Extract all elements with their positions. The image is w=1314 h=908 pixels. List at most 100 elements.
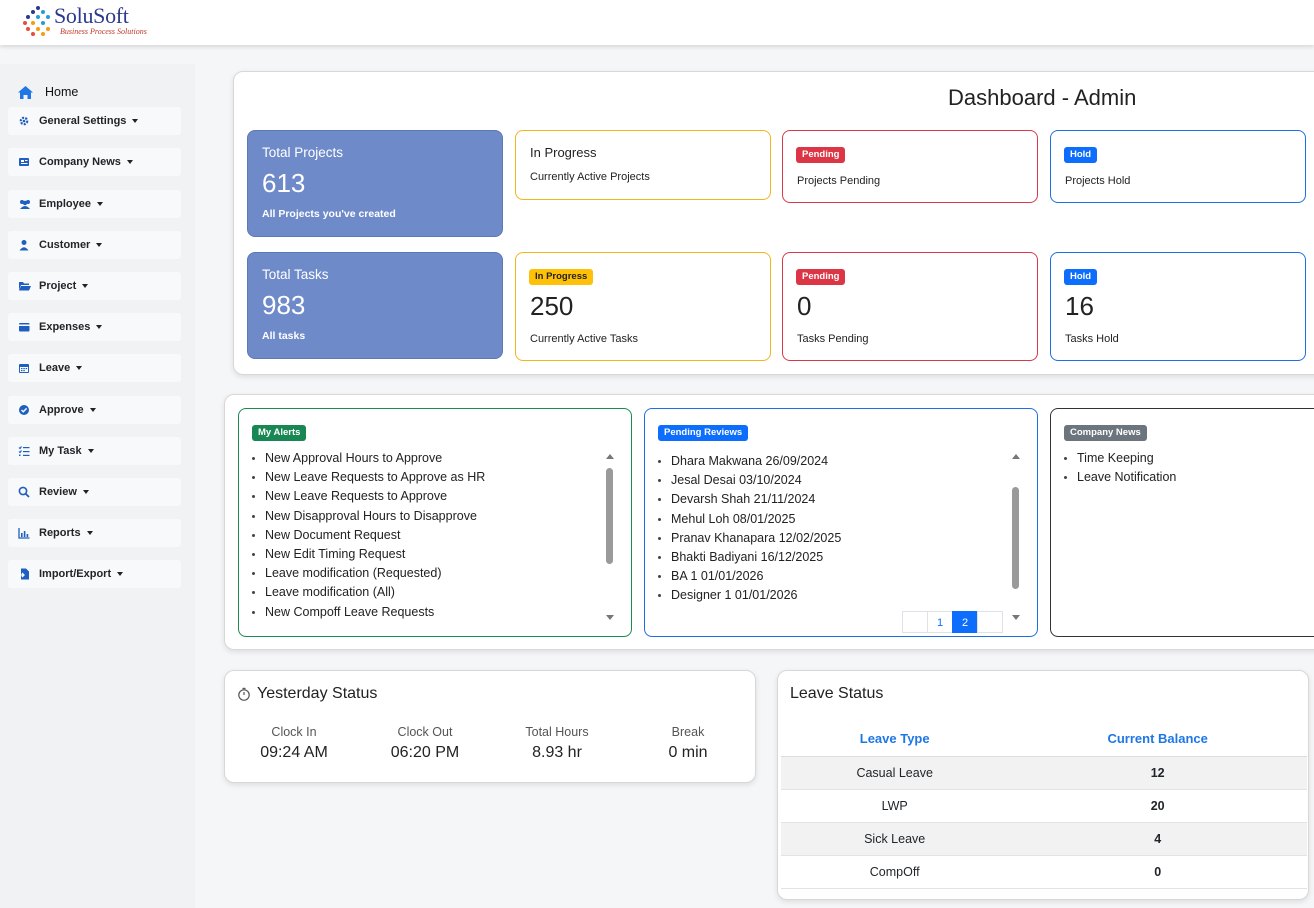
brand-name: SoluSoft — [54, 3, 129, 28]
pending-reviews-badge: Pending Reviews — [658, 425, 749, 441]
caret-down-icon — [117, 572, 124, 576]
total-tasks-label: Total Tasks — [262, 267, 329, 282]
list-item[interactable]: Pranav Khanapara 12/02/2025 — [657, 529, 841, 548]
list-item[interactable]: New Leave Requests to Approve — [251, 487, 485, 506]
tasks-pending-card[interactable]: Pending 0 Tasks Pending — [782, 252, 1038, 361]
solusoft-logo[interactable]: SoluSoft Business Process Solutions — [22, 4, 147, 38]
page-title: Dashboard - Admin — [948, 85, 1137, 110]
tasks-in-progress-card[interactable]: In Progress 250 Currently Active Tasks — [515, 252, 771, 361]
my-alerts-badge: My Alerts — [252, 425, 307, 441]
caret-down-icon — [96, 243, 103, 247]
total-hours-label: Total Hours — [525, 725, 589, 739]
list-item[interactable]: Mehul Loh 08/01/2025 — [657, 510, 841, 529]
total-tasks-card[interactable]: Total Tasks 983 All tasks — [247, 252, 503, 359]
sidebar-item-reports[interactable]: Reports — [8, 519, 181, 547]
sidebar: Home General Settings Company News Employe… — [0, 64, 195, 908]
clock-in-stat: Clock In 09:24 AM — [234, 725, 354, 762]
sidebar-item-my-task[interactable]: My Task — [8, 437, 181, 465]
scroll-up-arrow-icon[interactable] — [1012, 454, 1020, 459]
tasks-pending-sub: Tasks Pending — [797, 333, 869, 345]
projects-hold-card[interactable]: Hold Projects Hold — [1050, 130, 1306, 203]
current-balance-header[interactable]: Current Balance — [1008, 721, 1307, 757]
sidebar-item-label: Employee — [39, 198, 91, 210]
list-item[interactable]: New Approval Hours to Approve — [251, 449, 485, 468]
leave-type-header[interactable]: Leave Type — [781, 721, 1009, 757]
table-row: Sick Leave 4 — [781, 822, 1307, 856]
total-projects-card[interactable]: Total Projects 613 All Projects you've c… — [247, 130, 503, 237]
list-item[interactable]: Jesal Desai 03/10/2024 — [657, 471, 841, 490]
alerts-scrollbar[interactable] — [605, 454, 615, 620]
sidebar-item-import-export[interactable]: Import/Export — [8, 560, 181, 588]
sidebar-item-customer[interactable]: Customer — [8, 231, 181, 259]
search-icon — [18, 486, 30, 498]
list-item[interactable]: BA 1 01/01/2026 — [657, 567, 841, 586]
notifications-panel: My Alerts New Approval Hours to Approve N… — [224, 394, 1314, 650]
projects-in-progress-card[interactable]: In Progress Currently Active Projects — [515, 130, 771, 200]
list-item[interactable]: Bhakti Badiyani 16/12/2025 — [657, 548, 841, 567]
list-item[interactable]: Leave Notification — [1063, 468, 1176, 487]
projects-pending-card[interactable]: Pending Projects Pending — [782, 130, 1038, 203]
list-item[interactable]: New Document Request — [251, 526, 485, 545]
sidebar-item-project[interactable]: Project — [8, 272, 181, 300]
clock-out-stat: Clock Out 06:20 PM — [365, 725, 485, 762]
clock-in-value: 09:24 AM — [260, 744, 328, 761]
table-row: CompOff 0 — [781, 855, 1307, 889]
sidebar-item-home[interactable]: Home — [18, 85, 78, 99]
projects-pending-sub: Projects Pending — [797, 175, 881, 187]
projects-in-progress-title: In Progress — [530, 145, 597, 160]
caret-down-icon — [89, 408, 96, 412]
leave-balance-cell: 0 — [1008, 855, 1307, 889]
sidebar-item-label: Review — [39, 486, 77, 498]
list-item[interactable]: Leave modification (All) — [251, 583, 485, 602]
list-item[interactable]: New Edit Timing Request — [251, 545, 485, 564]
list-item[interactable]: Dhara Makwana 26/09/2024 — [657, 452, 841, 471]
reviews-scrollbar[interactable] — [1011, 454, 1021, 620]
page-link[interactable] — [902, 611, 928, 633]
leave-status-title: Leave Status — [790, 685, 884, 702]
scroll-thumb[interactable] — [1012, 487, 1019, 589]
sidebar-item-approve[interactable]: Approve — [8, 396, 181, 424]
projects-in-progress-sub: Currently Active Projects — [530, 171, 650, 183]
list-item[interactable]: New Leave Requests to Approve as HR — [251, 468, 485, 487]
list-item[interactable]: New Compoff Leave Requests — [251, 603, 485, 622]
page-link[interactable]: 1 — [927, 611, 953, 633]
list-item[interactable]: Leave modification (Requested) — [251, 564, 485, 583]
caret-down-icon — [82, 284, 89, 288]
folder-open-icon — [18, 280, 31, 292]
scroll-down-arrow-icon[interactable] — [606, 615, 614, 620]
brand-tagline: Business Process Solutions — [60, 27, 147, 36]
sidebar-item-general-settings[interactable]: General Settings — [8, 107, 181, 135]
total-tasks-value: 983 — [262, 290, 306, 320]
sidebar-item-employee[interactable]: Employee — [8, 190, 181, 218]
sidebar-item-leave[interactable]: Leave — [8, 354, 181, 382]
tasks-in-progress-value: 250 — [530, 291, 574, 321]
sidebar-item-company-news[interactable]: Company News — [8, 148, 181, 176]
yesterday-status-panel: Yesterday Status Clock In 09:24 AM Clock… — [224, 670, 756, 783]
leave-balance-cell: 12 — [1008, 756, 1307, 790]
list-item[interactable]: Designer 1 01/01/2026 — [657, 586, 841, 605]
page-link[interactable]: 2 — [952, 611, 978, 633]
clock-out-label: Clock Out — [397, 725, 453, 739]
tasks-hold-card[interactable]: Hold 16 Tasks Hold — [1050, 252, 1306, 361]
caret-down-icon — [82, 490, 89, 494]
list-item[interactable]: Time Keeping — [1063, 449, 1176, 468]
list-item[interactable]: Devarsh Shah 21/11/2024 — [657, 490, 841, 509]
clock-in-label: Clock In — [271, 725, 317, 739]
table-row: Casual Leave 12 — [781, 756, 1307, 790]
sidebar-item-label: Company News — [39, 156, 121, 168]
sidebar-item-label: Customer — [39, 239, 91, 251]
sidebar-item-expenses[interactable]: Expenses — [8, 313, 181, 341]
total-projects-sub: All Projects you've created — [262, 208, 396, 220]
home-icon — [18, 85, 33, 99]
scroll-thumb[interactable] — [606, 468, 613, 564]
total-projects-value: 613 — [262, 168, 306, 198]
scroll-up-arrow-icon[interactable] — [606, 454, 614, 459]
page-link[interactable] — [977, 611, 1003, 633]
list-item[interactable]: New Disapproval Hours to Disapprove — [251, 507, 485, 526]
check-circle-icon — [18, 404, 30, 416]
sidebar-item-label: Leave — [39, 362, 71, 374]
scroll-down-arrow-icon[interactable] — [1012, 615, 1020, 620]
sidebar-item-review[interactable]: Review — [8, 478, 181, 506]
chart-icon — [18, 527, 30, 539]
